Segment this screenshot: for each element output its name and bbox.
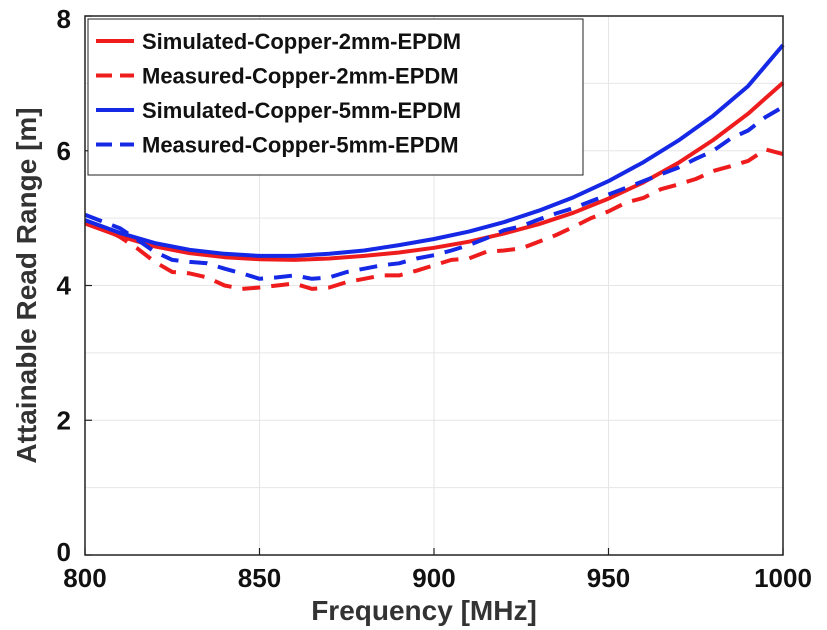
x-tick-label: 800 [63, 563, 106, 593]
series-line-2 [84, 147, 784, 291]
x-tick-label: 1000 [754, 563, 812, 593]
y-tick-label: 8 [57, 4, 71, 34]
x-tick-label: 950 [587, 563, 630, 593]
legend: Simulated-Copper-2mm-EPDM Measured-Copper… [87, 18, 584, 176]
series-line-4 [84, 105, 784, 281]
x-axis-label: Frequency [MHz] [311, 595, 537, 626]
legend-label: Simulated-Copper-5mm-EPDM [142, 98, 461, 123]
y-tick-label: 2 [57, 405, 71, 435]
x-axis-ticks: 800 850 900 950 1000 [63, 548, 812, 593]
legend-label: Measured-Copper-5mm-EPDM [142, 133, 459, 158]
series-line-1 [84, 81, 785, 262]
legend-box [87, 18, 584, 176]
y-axis-ticks: 0 2 4 6 8 [57, 4, 92, 567]
series-line-3 [84, 43, 785, 258]
y-tick-label: 0 [57, 537, 71, 567]
plot-series [84, 43, 785, 291]
y-tick-label: 4 [57, 271, 72, 301]
legend-label: Simulated-Copper-2mm-EPDM [142, 29, 461, 54]
y-tick-label: 6 [57, 136, 71, 166]
y-axis-label: Attainable Read Range [m] [11, 107, 42, 463]
legend-items: Simulated-Copper-2mm-EPDM Measured-Copper… [96, 29, 461, 158]
x-tick-label: 850 [238, 563, 281, 593]
legend-label: Measured-Copper-2mm-EPDM [142, 64, 459, 89]
x-tick-label: 900 [412, 563, 455, 593]
